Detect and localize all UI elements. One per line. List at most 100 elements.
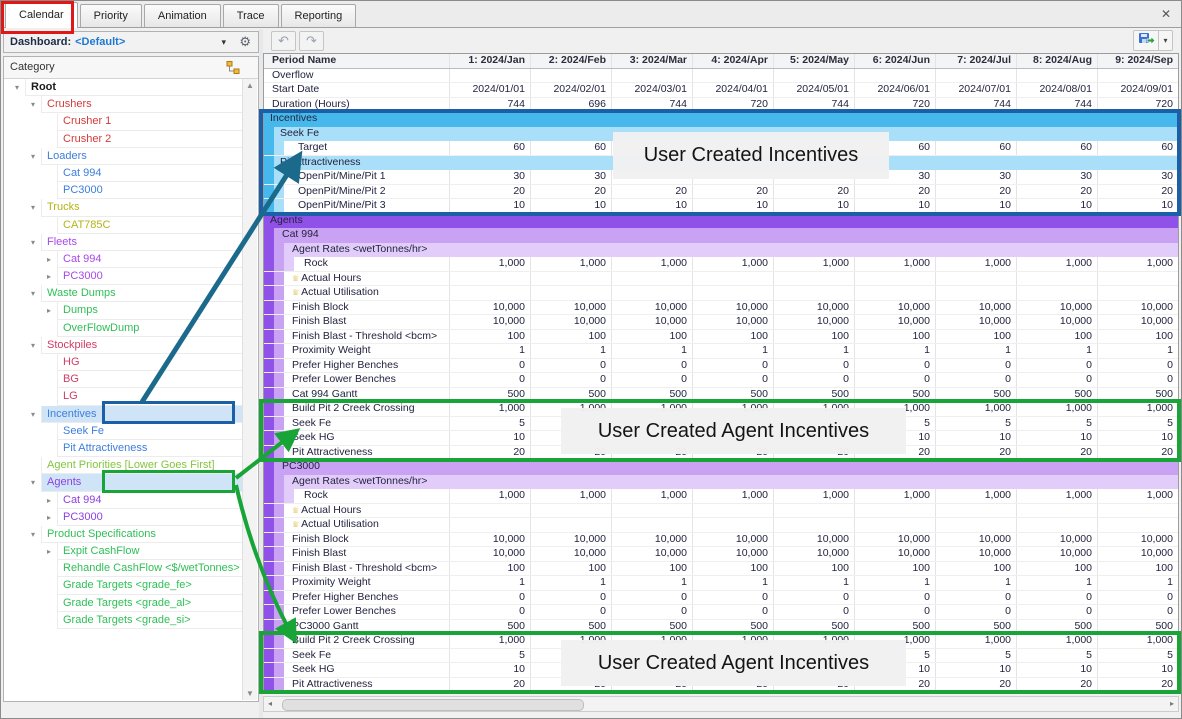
grid-cell[interactable]: 500 <box>773 388 854 402</box>
grid-cell[interactable]: 60 <box>1097 141 1178 155</box>
grid-cell[interactable] <box>530 156 611 171</box>
grid-cell[interactable]: 744 <box>1016 98 1097 112</box>
grid-cell[interactable] <box>692 127 773 142</box>
row-label[interactable]: Finish Blast <box>284 547 449 561</box>
grid-cell[interactable]: 0 <box>611 373 692 387</box>
grid-cell[interactable] <box>611 228 692 243</box>
grid-cell[interactable]: 20 <box>773 678 854 692</box>
tree-item-pc3000[interactable]: ▸PC3000 <box>5 268 243 285</box>
grid-cell[interactable] <box>449 518 530 532</box>
tree-item-grade-targets-grade-fe[interactable]: Grade Targets <grade_fe> <box>5 577 243 594</box>
grid-cell[interactable] <box>773 228 854 243</box>
grid-cell[interactable]: 1,000 <box>935 402 1016 416</box>
tree-expander-icon[interactable]: ▸ <box>41 509 57 526</box>
grid-cell[interactable]: 10 <box>449 663 530 677</box>
grid-cell[interactable] <box>449 504 530 518</box>
grid-cell[interactable]: 100 <box>935 562 1016 576</box>
grid-cell[interactable] <box>854 504 935 518</box>
tree-expander-icon[interactable]: ▾ <box>25 148 41 165</box>
grid-cell[interactable]: 10,000 <box>935 301 1016 315</box>
grid-cell[interactable]: 0 <box>854 605 935 619</box>
grid-cell[interactable]: 1,000 <box>692 489 773 503</box>
row-label[interactable]: Agent Rates <wetTonnes/hr> <box>284 243 449 258</box>
hscroll-thumb[interactable] <box>282 699 584 711</box>
grid-cell[interactable] <box>692 141 773 155</box>
grid-cell[interactable] <box>773 243 854 258</box>
tab-reporting[interactable]: Reporting <box>281 4 357 27</box>
row-label[interactable]: OpenPit/Mine/Pit 3 <box>284 199 449 213</box>
grid-cell[interactable]: 1,000 <box>1097 634 1178 648</box>
grid-cell[interactable] <box>611 141 692 155</box>
grid-cell[interactable]: 100 <box>449 562 530 576</box>
grid-cell[interactable] <box>692 475 773 490</box>
redo-button[interactable]: ↷ <box>299 31 324 51</box>
grid-cell[interactable] <box>611 243 692 258</box>
row-label[interactable]: Prefer Lower Benches <box>284 605 449 619</box>
grid-cell[interactable] <box>773 112 854 127</box>
grid-cell[interactable] <box>935 243 1016 258</box>
grid-cell[interactable]: 10 <box>854 431 935 445</box>
grid-cell[interactable]: 60 <box>530 141 611 155</box>
row-label[interactable]: Rock <box>294 489 449 503</box>
grid-cell[interactable]: 1,000 <box>449 402 530 416</box>
grid-cell[interactable] <box>530 431 611 445</box>
grid-cell[interactable] <box>773 69 854 83</box>
grid-cell[interactable]: 500 <box>1097 388 1178 402</box>
grid-cell[interactable]: 10 <box>611 199 692 213</box>
grid-cell[interactable] <box>530 417 611 431</box>
row-label[interactable]: Pit Attractiveness <box>284 446 449 460</box>
grid-cell[interactable]: 0 <box>773 605 854 619</box>
grid-cell[interactable]: 100 <box>449 330 530 344</box>
grid-cell[interactable]: 100 <box>1016 562 1097 576</box>
tree-item-label[interactable]: Grade Targets <grade_si> <box>57 612 243 629</box>
grid-cell[interactable]: 10,000 <box>854 533 935 547</box>
grid-cell[interactable] <box>1097 243 1178 258</box>
grid-cell[interactable] <box>530 286 611 300</box>
grid-cell[interactable] <box>935 228 1016 243</box>
tree-item-label[interactable]: Stockpiles <box>41 337 243 354</box>
tree-item-waste-dumps[interactable]: ▾Waste Dumps <box>5 285 243 302</box>
grid-cell[interactable] <box>935 69 1016 83</box>
row-label[interactable]: Seek Fe <box>284 649 449 663</box>
grid-cell[interactable]: 500 <box>611 620 692 634</box>
grid-cell[interactable]: 20 <box>1097 185 1178 199</box>
grid-cell[interactable]: 2024/01/01 <box>449 83 530 97</box>
grid-cell[interactable]: 5 <box>1016 649 1097 663</box>
row-label[interactable]: ♕Actual Hours <box>284 272 449 286</box>
grid-cell[interactable]: 10,000 <box>449 315 530 329</box>
grid-cell[interactable] <box>1097 156 1178 171</box>
grid-cell[interactable]: 0 <box>611 605 692 619</box>
grid-cell[interactable]: 0 <box>773 373 854 387</box>
grid-cell[interactable] <box>1016 112 1097 127</box>
grid-cell[interactable]: 720 <box>1097 98 1178 112</box>
grid-cell[interactable]: 30 <box>449 170 530 184</box>
row-label[interactable]: PC3000 <box>274 460 449 475</box>
grid-cell[interactable]: 10,000 <box>611 533 692 547</box>
tree-item-cat-994[interactable]: ▸Cat 994 <box>5 251 243 268</box>
grid-cell[interactable]: 20 <box>1016 446 1097 460</box>
grid-cell[interactable]: 0 <box>449 359 530 373</box>
grid-cell[interactable]: 1,000 <box>773 402 854 416</box>
grid-cell[interactable] <box>611 504 692 518</box>
gear-icon[interactable]: ⚙ <box>239 32 251 52</box>
grid-cell[interactable] <box>935 504 1016 518</box>
grid-cell[interactable] <box>449 286 530 300</box>
tree-item-label[interactable]: Incentives <box>41 406 243 423</box>
grid-cell[interactable]: 20 <box>692 678 773 692</box>
grid-cell[interactable]: 100 <box>773 330 854 344</box>
row-label[interactable]: Prefer Higher Benches <box>284 591 449 605</box>
grid-cell[interactable] <box>530 649 611 663</box>
grid-cell[interactable]: 1,000 <box>1097 402 1178 416</box>
row-label[interactable]: Start Date <box>264 83 449 97</box>
grid-cell[interactable]: 1 <box>1016 344 1097 358</box>
grid-cell[interactable]: 1,000 <box>692 257 773 271</box>
tree-expander-icon[interactable]: ▾ <box>25 526 41 543</box>
row-label[interactable]: Rock <box>294 257 449 271</box>
grid-cell[interactable]: 10,000 <box>1016 315 1097 329</box>
grid-cell[interactable]: 5 <box>935 649 1016 663</box>
row-label[interactable]: Target <box>284 141 449 155</box>
tree-item-grade-targets-grade-si[interactable]: Grade Targets <grade_si> <box>5 612 243 629</box>
grid-hscrollbar[interactable]: ◂ ▸ <box>263 696 1179 712</box>
grid-cell[interactable] <box>611 112 692 127</box>
tree-item-label[interactable]: OverFlowDump <box>57 320 243 337</box>
